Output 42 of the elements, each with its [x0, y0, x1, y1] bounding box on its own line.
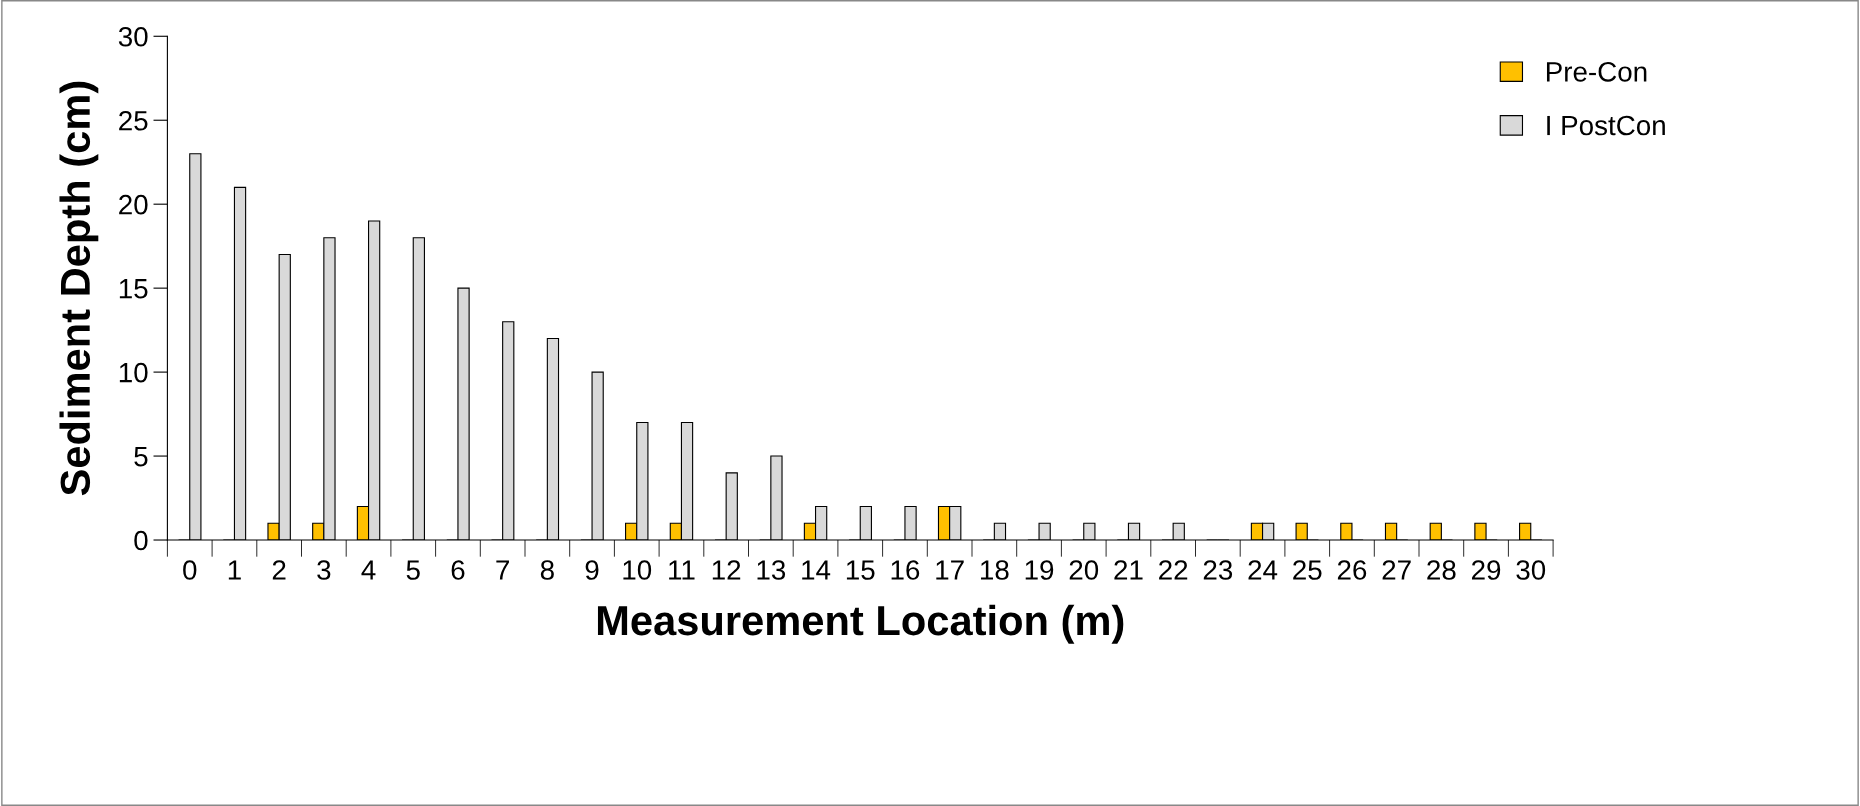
x-tick-label: 4 [361, 560, 376, 580]
x-tick-label: 9 [585, 560, 599, 580]
x-tick-label: 13 [757, 560, 786, 580]
x-tick-label: 14 [802, 560, 831, 580]
x-tick-label: 8 [540, 560, 554, 580]
x-tick-label: 7 [496, 560, 509, 580]
y-tick-label: 0 [134, 530, 148, 551]
x-tick-label: 19 [1025, 560, 1054, 580]
x-tick-label: 28 [1427, 560, 1456, 580]
y-tick-label: 10 [119, 362, 148, 383]
x-tick-label: 11 [669, 560, 695, 580]
x-tick-label: 25 [1293, 560, 1322, 580]
x-axis-title: Measurement Location (m) [597, 604, 1124, 644]
x-tick-label: 29 [1472, 560, 1501, 580]
x-tick-label: 30 [1516, 560, 1546, 580]
legend-label: I PostCon [1547, 115, 1665, 136]
x-tick-label: 26 [1337, 560, 1367, 580]
legend-label: Pre-Con [1546, 62, 1647, 82]
x-tick-label: 1 [228, 560, 241, 580]
y-tick-label: 15 [119, 279, 148, 299]
y-tick-label: 25 [119, 110, 148, 131]
x-tick-label: 21 [1114, 560, 1143, 580]
x-tick-label: 16 [891, 560, 920, 580]
x-tick-label: 22 [1159, 560, 1188, 580]
x-tick-label: 18 [981, 560, 1009, 580]
x-tick-label: 15 [846, 560, 875, 580]
x-tick-label: 10 [623, 560, 652, 580]
x-tick-label: 3 [317, 560, 331, 580]
x-tick-label: 5 [406, 560, 420, 580]
x-tick-label: 6 [451, 560, 465, 580]
y-tick-label: 5 [134, 447, 148, 467]
x-tick-label: 23 [1203, 560, 1233, 580]
y-axis-title: Sediment Depth (cm) [59, 81, 99, 496]
x-tick-label: 20 [1069, 560, 1099, 580]
y-tick-label: 30 [118, 26, 148, 47]
x-tick-label: 0 [183, 560, 197, 580]
x-tick-label: 24 [1248, 560, 1278, 580]
x-tick-label: 27 [1382, 560, 1411, 580]
x-tick-label: 2 [272, 560, 286, 580]
x-tick-label: 17 [936, 560, 964, 580]
y-tick-label: 20 [119, 194, 148, 215]
x-tick-label: 12 [712, 560, 741, 580]
